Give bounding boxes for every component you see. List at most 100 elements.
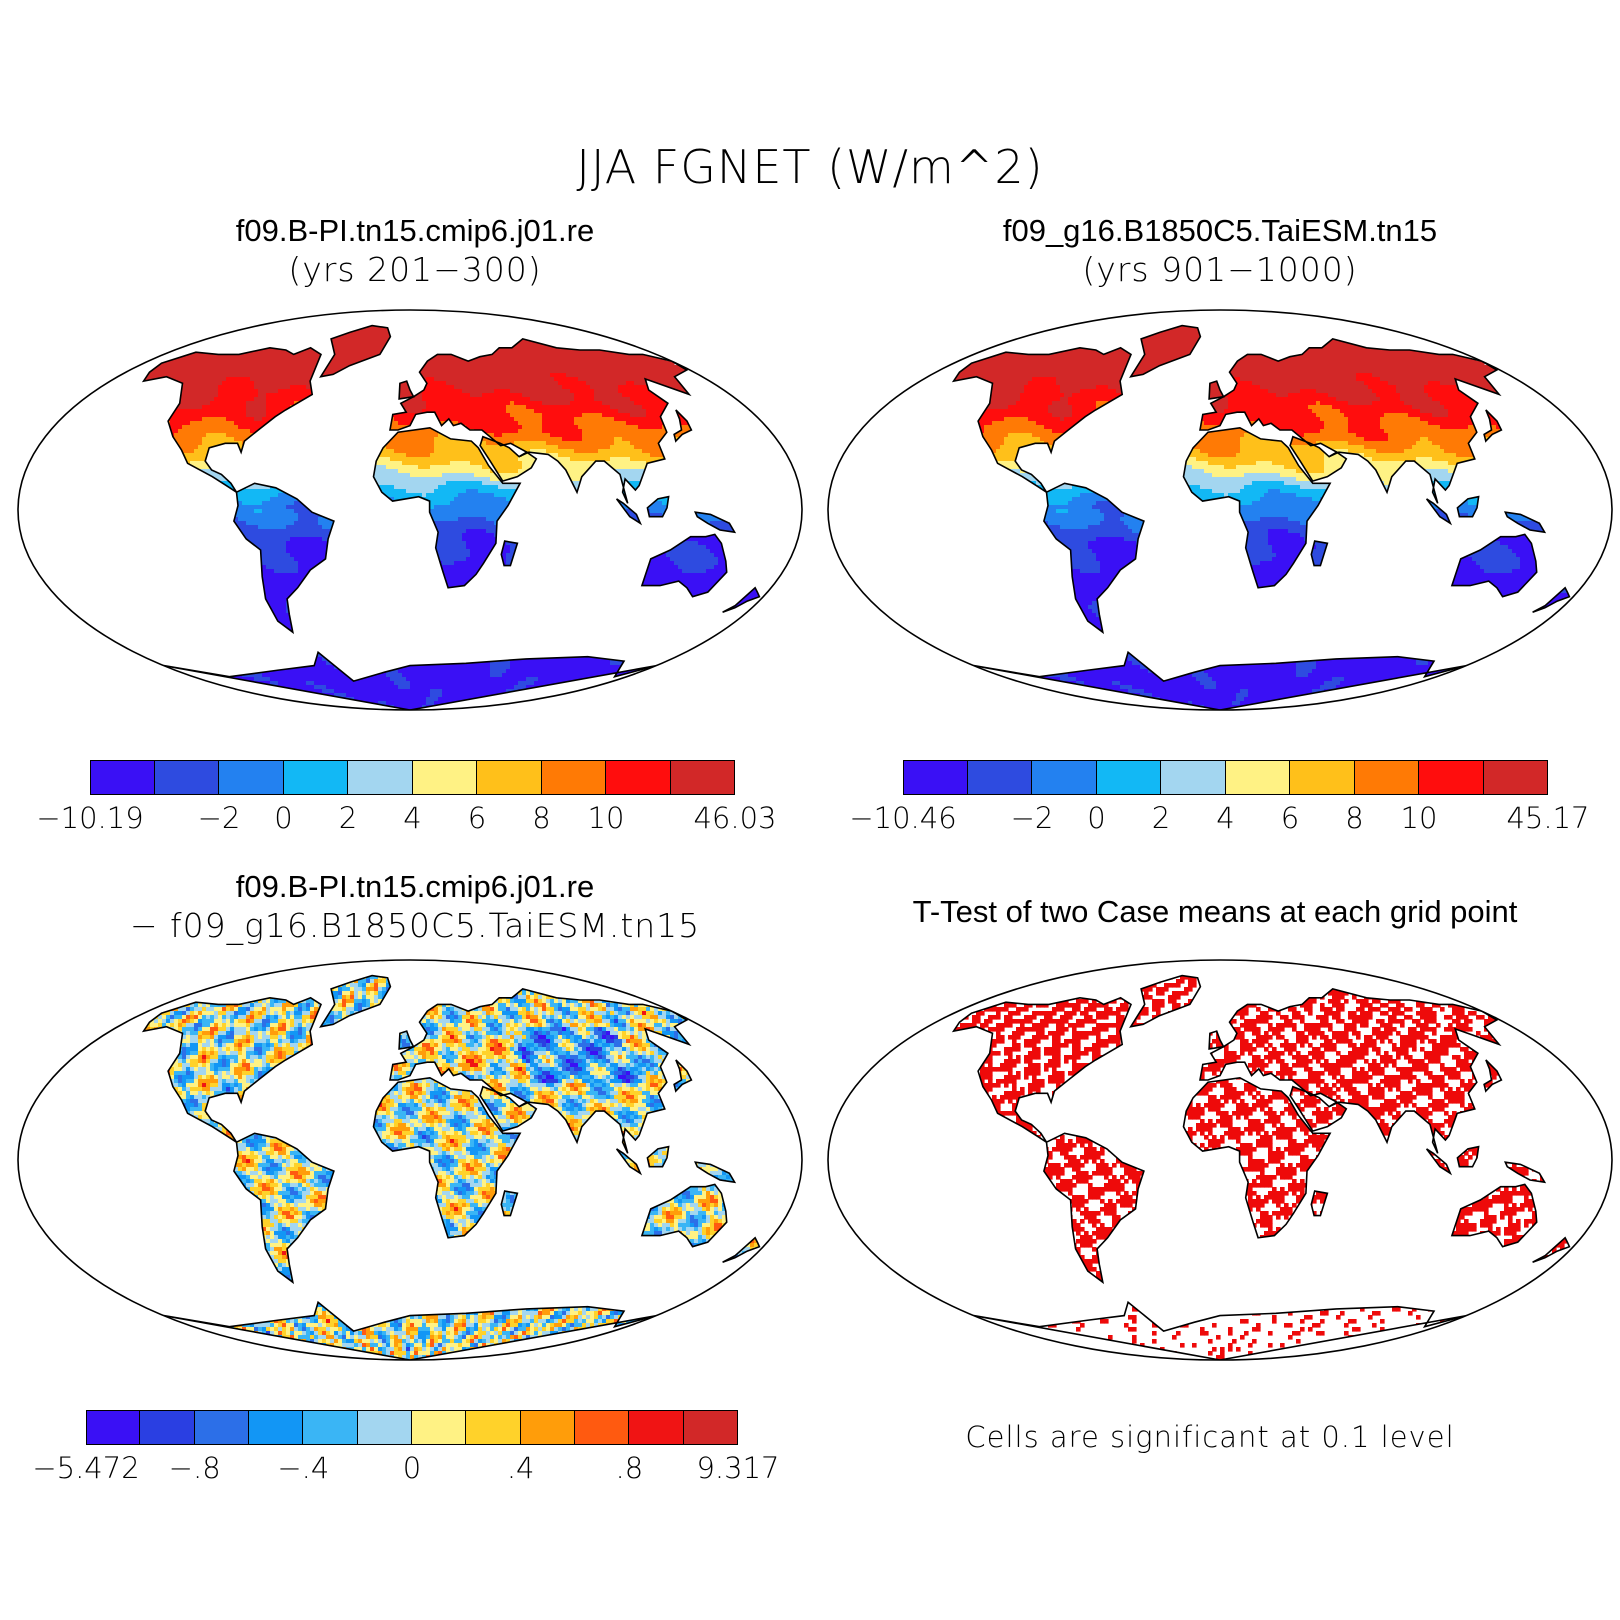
colorbar-box xyxy=(154,760,219,795)
colorbar-tick-label: .8 xyxy=(615,1451,643,1485)
coast-samerica xyxy=(233,1132,335,1285)
map-panel-1 xyxy=(17,309,803,711)
colorbar-box xyxy=(357,1410,412,1445)
panel-1-case-name: f09.B-PI.tn15.cmip6.j01.re xyxy=(15,212,815,250)
coast-britain xyxy=(398,1030,415,1050)
coast-antarctica xyxy=(163,650,657,710)
colorbar-panel-3: −5.472 −.8 −.4 0 .4 .8 9.317 xyxy=(32,1410,780,1485)
coast-madagascar xyxy=(500,1190,519,1217)
colorbar-box xyxy=(683,1410,738,1445)
coastlines xyxy=(951,974,1571,1360)
map-field xyxy=(953,975,1570,1360)
coast-sumatra xyxy=(615,1148,643,1176)
colorbar-box xyxy=(1161,760,1226,795)
coastlines xyxy=(141,974,761,1360)
coast-newguinea xyxy=(1503,1161,1547,1184)
coast-antarctica xyxy=(973,1300,1467,1360)
coast-arabia xyxy=(479,435,538,483)
coast-antarctica xyxy=(163,1300,657,1360)
colorbar-tick-label: −5.472 xyxy=(32,1451,139,1485)
colorbar-tick-label: −10.46 xyxy=(849,801,956,835)
colorbar-panel-2: −10.46 −2 0 2 4 6 8 10 45.17 xyxy=(849,760,1590,835)
colorbar-box xyxy=(575,1410,630,1445)
coast-britain xyxy=(1208,1030,1225,1050)
colorbar-box xyxy=(1096,760,1161,795)
colorbar-box xyxy=(466,1410,521,1445)
map-border xyxy=(17,309,803,711)
map-panel-2 xyxy=(827,309,1613,711)
colorbar-tick-label: −.8 xyxy=(169,1451,221,1485)
colorbar-tick-label: 10 xyxy=(1401,801,1438,835)
coast-antarctica xyxy=(973,650,1467,710)
coast-borneo xyxy=(1456,1145,1480,1168)
colorbar-box xyxy=(670,760,735,795)
coast-newzealand xyxy=(1532,586,1571,613)
coast-newzealand xyxy=(722,586,761,613)
colorbar-box xyxy=(412,760,477,795)
panel-1-years: (yrs 201−300) xyxy=(15,250,815,290)
coast-australia xyxy=(1450,533,1538,598)
coast-japan xyxy=(673,409,693,443)
colorbar-tick-label: −2 xyxy=(198,801,241,835)
coast-australia xyxy=(640,1183,728,1248)
coast-samerica xyxy=(233,482,335,635)
coast-sumatra xyxy=(1425,498,1453,526)
colorbar-box xyxy=(477,760,542,795)
coast-madagascar xyxy=(1310,540,1329,567)
panel-4-title: T-Test of two Case means at each grid po… xyxy=(815,893,1615,931)
colorbar-box xyxy=(541,760,606,795)
coast-sumatra xyxy=(1425,1148,1453,1176)
coast-madagascar xyxy=(1310,1190,1329,1217)
colorbar-box xyxy=(219,760,284,795)
coast-australia xyxy=(640,533,728,598)
panel-3-title: f09.B-PI.tn15.cmip6.j01.re − f09_g16.B18… xyxy=(15,868,815,946)
colorbar-box xyxy=(249,1410,304,1445)
colorbar-tick-label: 46.03 xyxy=(693,801,776,835)
colorbar-box xyxy=(86,1410,141,1445)
coast-eurasia xyxy=(389,338,692,504)
significance-note: Cells are significant at 0.1 level xyxy=(810,1420,1610,1454)
coast-madagascar xyxy=(500,540,519,567)
coast-newguinea xyxy=(693,1161,737,1184)
map-border xyxy=(827,309,1613,711)
coast-japan xyxy=(673,1059,693,1093)
coast-greenland xyxy=(319,324,392,378)
panel-1-title: f09.B-PI.tn15.cmip6.j01.re (yrs 201−300) xyxy=(15,212,815,290)
coast-africa xyxy=(1182,1076,1332,1239)
panel-3-minus-case: − f09_g16.B1850C5.TaiESM.tn15 xyxy=(15,906,815,946)
colorbar-tick-label: 0 xyxy=(274,801,292,835)
colorbar-tick-label: 9.317 xyxy=(696,1451,779,1485)
coast-eurasia xyxy=(1199,988,1502,1154)
coast-britain xyxy=(398,380,415,400)
colorbar-tick-label: 8 xyxy=(1345,801,1363,835)
colorbar-box xyxy=(1483,760,1548,795)
colorbar-tick-label: 4 xyxy=(403,801,421,835)
colorbar-box xyxy=(303,1410,358,1445)
coast-samerica xyxy=(1043,482,1145,635)
colorbar-tick-label: −.4 xyxy=(277,1451,329,1485)
colorbar-box xyxy=(606,760,671,795)
coast-namerica xyxy=(141,346,322,493)
coast-greenland xyxy=(1129,324,1202,378)
colorbar-tick-label: 2 xyxy=(1152,801,1170,835)
coast-australia xyxy=(1450,1183,1538,1248)
coast-britain xyxy=(1208,380,1225,400)
map-border xyxy=(827,959,1613,1361)
coast-africa xyxy=(372,426,522,589)
coast-greenland xyxy=(319,974,392,1028)
coastlines xyxy=(951,324,1571,710)
coast-newguinea xyxy=(1503,511,1547,534)
colorbar-tick-label: 0 xyxy=(403,1451,421,1485)
coast-eurasia xyxy=(389,988,692,1154)
coast-japan xyxy=(1483,409,1503,443)
colorbar-tick-label: −10.19 xyxy=(36,801,143,835)
panel-2-case-name: f09_g16.B1850C5.TaiESM.tn15 xyxy=(820,212,1620,250)
coast-arabia xyxy=(1289,1085,1348,1133)
panel-2-years: (yrs 901−1000) xyxy=(820,250,1620,290)
coast-borneo xyxy=(646,495,670,518)
coast-africa xyxy=(1182,426,1332,589)
colorbar-tick-label: 0 xyxy=(1087,801,1105,835)
coast-namerica xyxy=(951,346,1132,493)
colorbar-box xyxy=(1032,760,1097,795)
colorbar-tick-label: 45.17 xyxy=(1506,801,1589,835)
